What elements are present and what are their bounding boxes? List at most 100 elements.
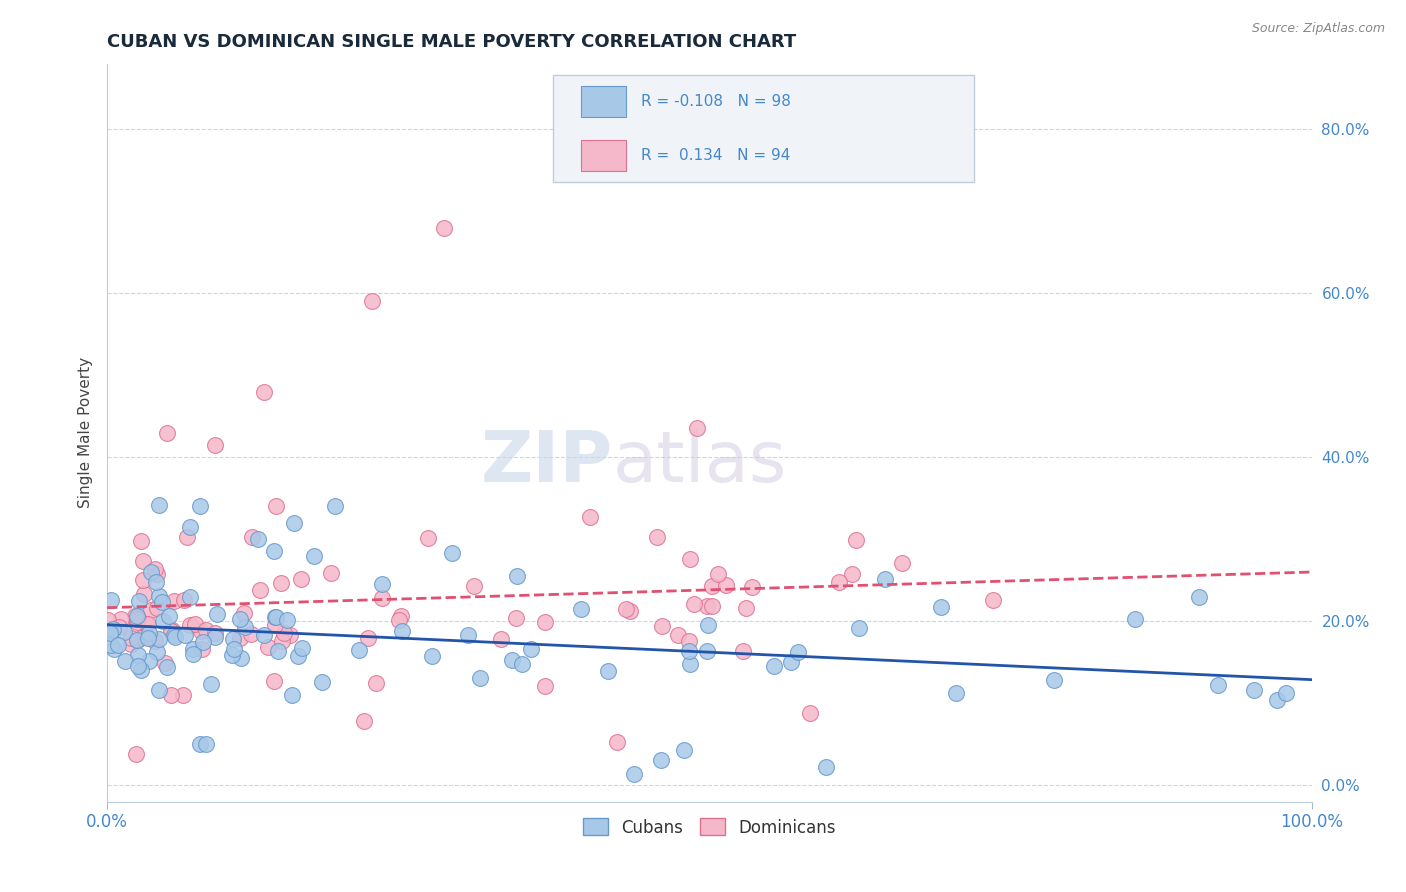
Point (97, 613, 120, 627)
Point (291, 641, 314, 656)
Point (146, 601, 169, 615)
Point (366, 676, 388, 690)
Point (841, 567, 863, 582)
Point (391, 624, 413, 638)
Point (190, 500, 212, 514)
Point (160, 688, 183, 702)
Point (138, 625, 160, 640)
Point (606, 734, 628, 748)
Point (302, 549, 325, 563)
Point (204, 438, 226, 452)
Point (125, 615, 148, 629)
Point (501, 653, 523, 667)
Text: atlas: atlas (613, 427, 787, 497)
Point (463, 579, 485, 593)
Point (228, 611, 250, 625)
Point (814, 760, 837, 774)
Point (596, 664, 619, 678)
Point (136, 631, 159, 645)
Point (679, 657, 702, 671)
Point (200, 677, 222, 691)
Point (148, 683, 170, 698)
Point (945, 686, 967, 700)
Point (283, 516, 305, 530)
Point (420, 649, 443, 664)
Point (145, 566, 167, 581)
Point (124, 608, 146, 623)
Point (651, 618, 673, 632)
Point (98, 626, 121, 640)
Point (125, 633, 148, 648)
Point (890, 556, 912, 570)
Point (139, 565, 162, 579)
Point (271, 634, 294, 648)
Point (101, 622, 124, 636)
Point (240, 530, 263, 544)
Point (505, 611, 527, 625)
Point (132, 587, 155, 601)
Point (145, 574, 167, 589)
Point (264, 610, 287, 624)
Point (221, 648, 243, 663)
Point (845, 533, 868, 547)
Point (264, 500, 287, 514)
Point (228, 631, 250, 645)
Point (650, 753, 672, 767)
Point (533, 679, 555, 693)
Point (163, 630, 186, 644)
Point (731, 643, 754, 657)
Text: R = -0.108   N = 98: R = -0.108 N = 98 (641, 95, 790, 110)
Point (138, 654, 160, 668)
Point (981, 592, 1004, 607)
Point (848, 621, 870, 635)
Point (160, 623, 183, 637)
Point (388, 613, 411, 627)
Point (204, 631, 226, 645)
Point (278, 627, 301, 641)
Point (150, 595, 173, 609)
Point (193, 635, 215, 649)
Point (146, 645, 169, 659)
Point (107, 638, 129, 652)
Point (114, 654, 136, 668)
Point (222, 632, 245, 646)
Point (1123, 612, 1146, 626)
Point (138, 616, 160, 631)
Point (195, 623, 218, 637)
Point (389, 609, 412, 624)
Point (506, 569, 529, 583)
Point (679, 552, 702, 566)
Point (1188, 590, 1211, 604)
Point (929, 599, 952, 614)
Point (108, 620, 131, 634)
Point (828, 575, 851, 590)
Point (190, 738, 212, 752)
Point (433, 220, 456, 235)
Point (702, 599, 724, 613)
Point (361, 294, 384, 309)
Point (135, 616, 157, 631)
Point (799, 706, 821, 721)
Point (120, 632, 142, 646)
Point (179, 618, 201, 632)
Point (190, 624, 212, 638)
Point (233, 620, 256, 634)
Point (252, 628, 274, 642)
Point (786, 645, 808, 659)
Point (700, 579, 723, 593)
Point (148, 589, 170, 603)
Point (112, 625, 135, 640)
Point (172, 688, 194, 702)
Bar (581, 139, 626, 170)
Point (139, 602, 162, 616)
Point (163, 594, 186, 608)
Point (179, 590, 201, 604)
Point (110, 612, 132, 626)
Point (129, 632, 152, 646)
Point (100, 624, 122, 638)
Point (578, 509, 600, 524)
Point (204, 626, 226, 640)
Text: R =  0.134   N = 94: R = 0.134 N = 94 (641, 147, 790, 162)
Point (103, 641, 125, 656)
Point (173, 628, 195, 642)
